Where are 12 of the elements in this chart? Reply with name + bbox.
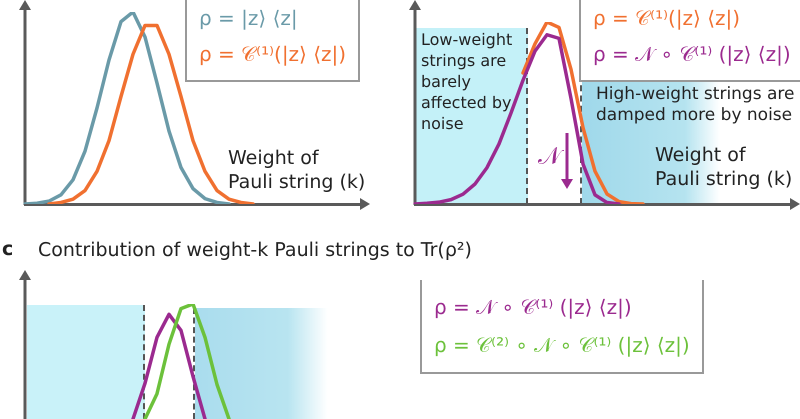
series-label: ρ = 𝒞⁽¹⁾(|z⟩ ⟨z|) bbox=[593, 5, 742, 32]
text: ρ = 𝒞⁽²⁾ ∘ 𝒩 ∘ 𝒞⁽¹⁾ (|z⟩ ⟨z|) bbox=[434, 332, 690, 359]
annotation: Low-weight strings are barely affected by noise bbox=[421, 29, 514, 134]
series-label: ρ = 𝒞⁽¹⁾(|z⟩ ⟨z|) bbox=[199, 41, 346, 68]
x-axis-title: Weight of Pauli string (k) bbox=[228, 146, 366, 194]
text: ρ = 𝒩 ∘ 𝒞⁽¹⁾ (|z⟩ ⟨z|) bbox=[434, 294, 633, 321]
x-axis-title: Weight of Pauli string (k) bbox=[655, 143, 794, 191]
series-label: ρ = 𝒩 ∘ 𝒞⁽¹⁾ (|z⟩ ⟨z|) bbox=[593, 41, 791, 68]
annotation: High-weight strings are damped more by noise bbox=[596, 84, 796, 126]
text: ρ = |z⟩ ⟨z| bbox=[199, 5, 299, 32]
chart-title: Contribution of weight-k Pauli strings to Tr(ρ²) bbox=[38, 239, 472, 261]
text: c bbox=[2, 238, 14, 260]
